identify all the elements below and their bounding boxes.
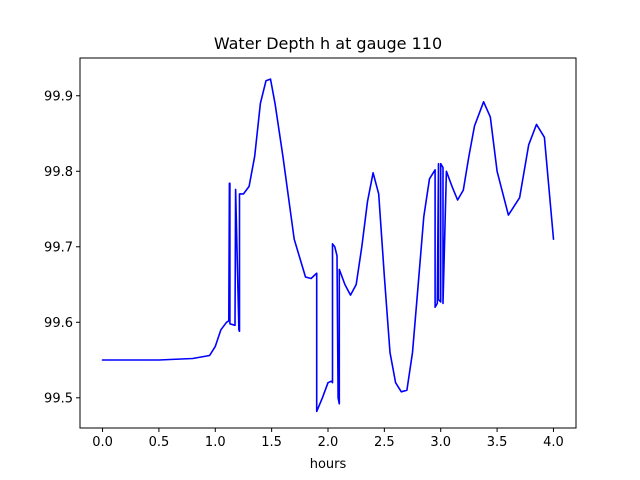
plot-area-frame (79, 57, 577, 429)
x-tick-label: 0.0 (92, 435, 113, 450)
chart-title: Water Depth h at gauge 110 (214, 34, 442, 53)
x-tick-label: 0.5 (149, 435, 170, 450)
x-tick-label: 2.5 (374, 435, 395, 450)
y-tick-label: 99.7 (44, 240, 73, 255)
x-tick-label: 2.0 (318, 435, 339, 450)
y-tick-label: 99.9 (44, 89, 73, 104)
y-tick-label: 99.6 (44, 316, 73, 331)
x-tick-label: 1.5 (261, 435, 282, 450)
y-tick-label: 99.5 (44, 391, 73, 406)
x-tick-label: 3.5 (487, 435, 508, 450)
series-layer (101, 78, 555, 413)
y-axis-ticks: 99.5 99.6 99.7 99.8 99.9 (44, 89, 80, 406)
x-tick-label: 1.0 (205, 435, 226, 450)
series-line (101, 78, 555, 413)
x-tick-label: 3.0 (430, 435, 451, 450)
y-tick-label: 99.8 (44, 165, 73, 180)
x-axis-ticks: 0.0 0.5 1.0 1.5 2.0 2.5 3.0 3.5 4.0 (92, 428, 564, 450)
x-axis-label: hours (310, 457, 347, 472)
x-tick-label: 4.0 (543, 435, 564, 450)
